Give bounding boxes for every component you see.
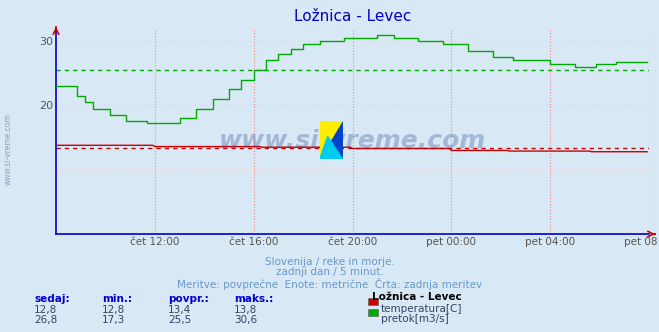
Text: zadnji dan / 5 minut.: zadnji dan / 5 minut.: [275, 267, 384, 277]
Text: Ložnica - Levec: Ložnica - Levec: [372, 292, 462, 302]
Polygon shape: [320, 121, 343, 159]
Text: www.si-vreme.com: www.si-vreme.com: [219, 129, 486, 153]
Text: sedaj:: sedaj:: [34, 294, 70, 304]
Text: 25,5: 25,5: [168, 315, 191, 325]
Text: maks.:: maks.:: [234, 294, 273, 304]
Text: temperatura[C]: temperatura[C]: [381, 304, 463, 314]
Text: 26,8: 26,8: [34, 315, 57, 325]
Polygon shape: [320, 136, 343, 159]
Text: 30,6: 30,6: [234, 315, 257, 325]
Text: povpr.:: povpr.:: [168, 294, 209, 304]
Title: Ložnica - Levec: Ložnica - Levec: [294, 9, 411, 24]
Text: 13,8: 13,8: [234, 305, 257, 315]
Text: pretok[m3/s]: pretok[m3/s]: [381, 314, 449, 324]
Text: www.si-vreme.com: www.si-vreme.com: [3, 114, 13, 185]
Text: 12,8: 12,8: [34, 305, 57, 315]
Polygon shape: [320, 121, 343, 159]
Text: min.:: min.:: [102, 294, 132, 304]
Text: 13,4: 13,4: [168, 305, 191, 315]
Text: 12,8: 12,8: [102, 305, 125, 315]
Text: 17,3: 17,3: [102, 315, 125, 325]
Text: Slovenija / reke in morje.: Slovenija / reke in morje.: [264, 257, 395, 267]
Text: Meritve: povprečne  Enote: metrične  Črta: zadnja meritev: Meritve: povprečne Enote: metrične Črta:…: [177, 278, 482, 290]
